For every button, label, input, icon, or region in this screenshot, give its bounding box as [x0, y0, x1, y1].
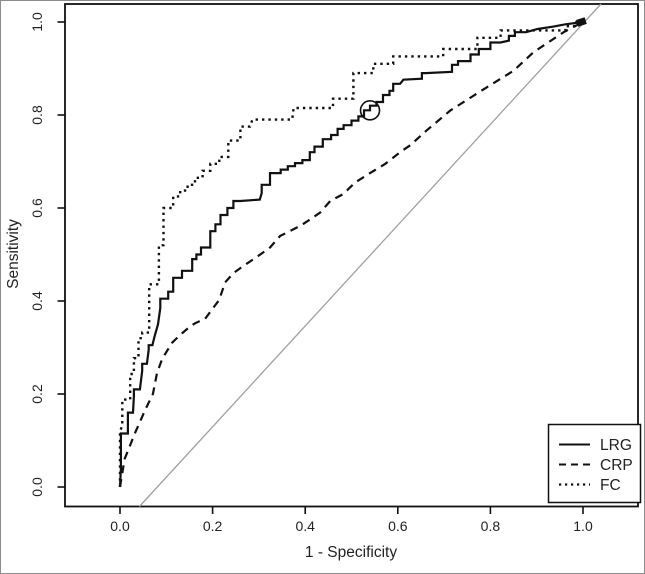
- y-axis-title: Sensitivity: [5, 219, 22, 289]
- axes: 0.0 0.2 0.4 0.6 0.8 1.0 0.0 0.2 0.4 0.6 0.8 1.0: [29, 3, 639, 534]
- legend: LRG CRP FC: [547, 423, 642, 504]
- x-tick-label: 0.0: [110, 518, 130, 534]
- roc-curve-lrg: [118, 20, 584, 488]
- reference-diagonal: [138, 3, 602, 507]
- legend-label-crp: CRP: [600, 457, 633, 474]
- legend-label-fc: FC: [600, 477, 621, 494]
- x-tick-label: 0.8: [481, 518, 501, 534]
- y-tick-label: 1.0: [29, 12, 45, 32]
- roc-curve-crp: [118, 21, 584, 488]
- x-tick-label: 1.0: [573, 518, 593, 534]
- y-tick-label: 0.0: [29, 477, 45, 497]
- roc-curves: [118, 3, 602, 507]
- x-tick-label: 0.2: [203, 518, 223, 534]
- x-axis-title: 1 - Specificity: [305, 544, 397, 561]
- x-tick-label: 0.4: [295, 518, 315, 534]
- cutoff-marker-circle: [359, 100, 381, 121]
- y-tick-label: 0.2: [29, 384, 45, 404]
- x-tick-label: 0.6: [388, 518, 408, 534]
- plot-border: [64, 3, 639, 508]
- y-tick-label: 0.6: [29, 198, 45, 218]
- y-tick-label: 0.4: [29, 291, 45, 311]
- y-tick-label: 0.8: [29, 105, 45, 125]
- legend-label-lrg: LRG: [600, 437, 632, 454]
- endpoint-marker: [576, 17, 587, 27]
- roc-curve-fc: [118, 20, 583, 487]
